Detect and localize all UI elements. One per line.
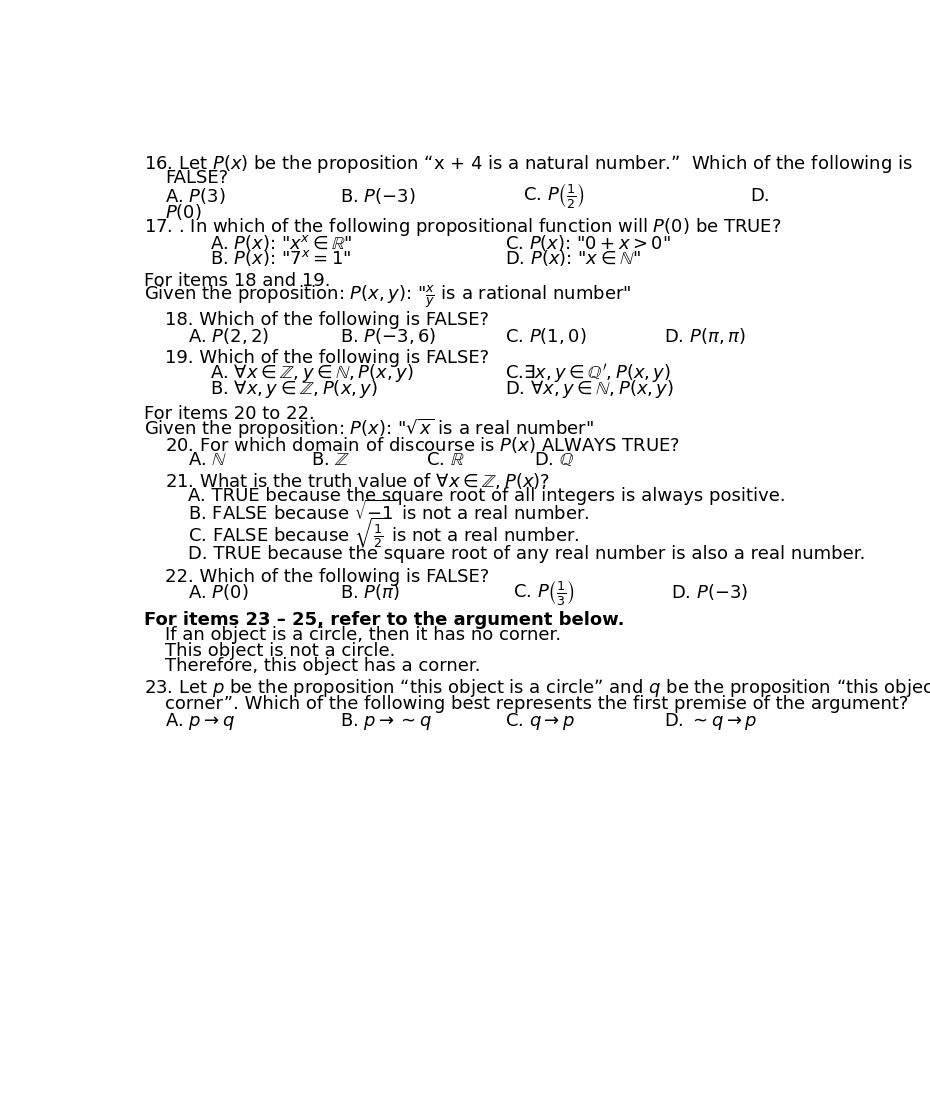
Text: B. $p \rightarrow {\sim}q$: B. $p \rightarrow {\sim}q$ (339, 710, 432, 731)
Text: A. $P(3)$: A. $P(3)$ (166, 185, 226, 205)
Text: A. TRUE because the square root of all integers is always positive.: A. TRUE because the square root of all i… (188, 487, 786, 505)
Text: C. FALSE because $\sqrt{\frac{1}{2}}$ is not a real number.: C. FALSE because $\sqrt{\frac{1}{2}}$ is… (188, 515, 580, 550)
Text: A. $P(0)$: A. $P(0)$ (188, 582, 249, 602)
Text: D. $P(\pi, \pi)$: D. $P(\pi, \pi)$ (664, 326, 746, 346)
Text: D. $P(x)$: "$x \in \mathbb{N}$": D. $P(x)$: "$x \in \mathbb{N}$" (506, 249, 642, 269)
Text: D. $\forall x, y \in \mathbb{N}, P(x,y)$: D. $\forall x, y \in \mathbb{N}, P(x,y)$ (506, 378, 674, 400)
Text: 19. Which of the following is FALSE?: 19. Which of the following is FALSE? (166, 349, 489, 367)
Text: B. $\mathbb{Z}$: B. $\mathbb{Z}$ (311, 452, 350, 469)
Text: For items 23 – 25, refer to the argument below.: For items 23 – 25, refer to the argument… (143, 611, 624, 629)
Text: 17. . In which of the following propositional function will $P(0)$ be TRUE?: 17. . In which of the following proposit… (143, 216, 781, 239)
Text: D. ${\sim}q \rightarrow p$: D. ${\sim}q \rightarrow p$ (664, 710, 758, 731)
Text: This object is not a circle.: This object is not a circle. (166, 641, 395, 660)
Text: Therefore, this object has a corner.: Therefore, this object has a corner. (166, 657, 481, 675)
Text: Given the proposition: $P(x, y)$: "$\frac{x}{y}$ is a rational number": Given the proposition: $P(x, y)$: "$\fra… (143, 283, 631, 310)
Text: A. $p \rightarrow q$: A. $p \rightarrow q$ (166, 710, 235, 731)
Text: C.$\exists x, y \in \mathbb{Q}', P(x,y)$: C.$\exists x, y \in \mathbb{Q}', P(x,y)$ (506, 362, 671, 385)
Text: FALSE?: FALSE? (166, 169, 229, 187)
Text: 18. Which of the following is FALSE?: 18. Which of the following is FALSE? (166, 311, 489, 329)
Text: 16. Let $P(x)$ be the proposition “x + 4 is a natural number.”  Which of the fol: 16. Let $P(x)$ be the proposition “x + 4… (143, 153, 912, 175)
Text: D. $\mathbb{Q}$: D. $\mathbb{Q}$ (534, 452, 575, 469)
Text: C. $P(1,0)$: C. $P(1,0)$ (506, 326, 587, 346)
Text: A. $\mathbb{N}$: A. $\mathbb{N}$ (188, 452, 228, 469)
Text: B. $P(x)$: "$7^{x} = 1$": B. $P(x)$: "$7^{x} = 1$" (210, 249, 352, 269)
Text: D. $P(-3)$: D. $P(-3)$ (671, 582, 749, 602)
Text: 22. Which of the following is FALSE?: 22. Which of the following is FALSE? (166, 568, 489, 585)
Text: A. $P(x)$: "$x^{x} \in \mathbb{R}$": A. $P(x)$: "$x^{x} \in \mathbb{R}$" (210, 233, 352, 253)
Text: B. $P(-3,6)$: B. $P(-3,6)$ (339, 326, 436, 346)
Text: Given the proposition: $P(x)$: "$\sqrt{x}$ is a real number": Given the proposition: $P(x)$: "$\sqrt{x… (143, 417, 593, 442)
Text: For items 18 and 19.: For items 18 and 19. (143, 272, 330, 291)
Text: corner”. Which of the following best represents the first premise of the argumen: corner”. Which of the following best rep… (166, 695, 909, 712)
Text: For items 20 to 22.: For items 20 to 22. (143, 405, 314, 423)
Text: 20. For which domain of discourse is $P(x)$ ALWAYS TRUE?: 20. For which domain of discourse is $P(… (166, 435, 681, 455)
Text: D. TRUE because the square root of any real number is also a real number.: D. TRUE because the square root of any r… (188, 545, 866, 563)
Text: C. $P\left(\frac{1}{3}\right)$: C. $P\left(\frac{1}{3}\right)$ (512, 578, 575, 607)
Text: If an object is a circle, then it has no corner.: If an object is a circle, then it has no… (166, 627, 562, 644)
Text: C. $P(x)$: "$0 + x > 0$": C. $P(x)$: "$0 + x > 0$" (506, 233, 671, 253)
Text: B. $P(\pi)$: B. $P(\pi)$ (339, 582, 400, 602)
Text: C. $\mathbb{R}$: C. $\mathbb{R}$ (426, 452, 465, 469)
Text: B. $\forall x, y \in \mathbb{Z}, P(x,y)$: B. $\forall x, y \in \mathbb{Z}, P(x,y)$ (210, 378, 378, 400)
Text: B. FALSE because $\sqrt{-1}$ is not a real number.: B. FALSE because $\sqrt{-1}$ is not a re… (188, 500, 590, 524)
Text: C. $P\left(\frac{1}{2}\right)$: C. $P\left(\frac{1}{2}\right)$ (524, 181, 586, 210)
Text: C. $q \rightarrow p$: C. $q \rightarrow p$ (506, 710, 576, 731)
Text: B. $P(-3)$: B. $P(-3)$ (339, 185, 416, 205)
Text: A. $\forall x \in \mathbb{Z}, y \in \mathbb{N}, P(x,y)$: A. $\forall x \in \mathbb{Z}, y \in \mat… (210, 362, 414, 385)
Text: $P(0)$: $P(0)$ (166, 202, 202, 222)
Text: D.: D. (751, 186, 770, 205)
Text: A. $P(2,2)$: A. $P(2,2)$ (188, 326, 270, 346)
Text: 23. Let $p$ be the proposition “this object is a circle” and $q$ be the proposit: 23. Let $p$ be the proposition “this obj… (143, 678, 930, 699)
Text: 21. What is the truth value of $\forall x \in \mathbb{Z}, P(x)$?: 21. What is the truth value of $\forall … (166, 471, 551, 491)
